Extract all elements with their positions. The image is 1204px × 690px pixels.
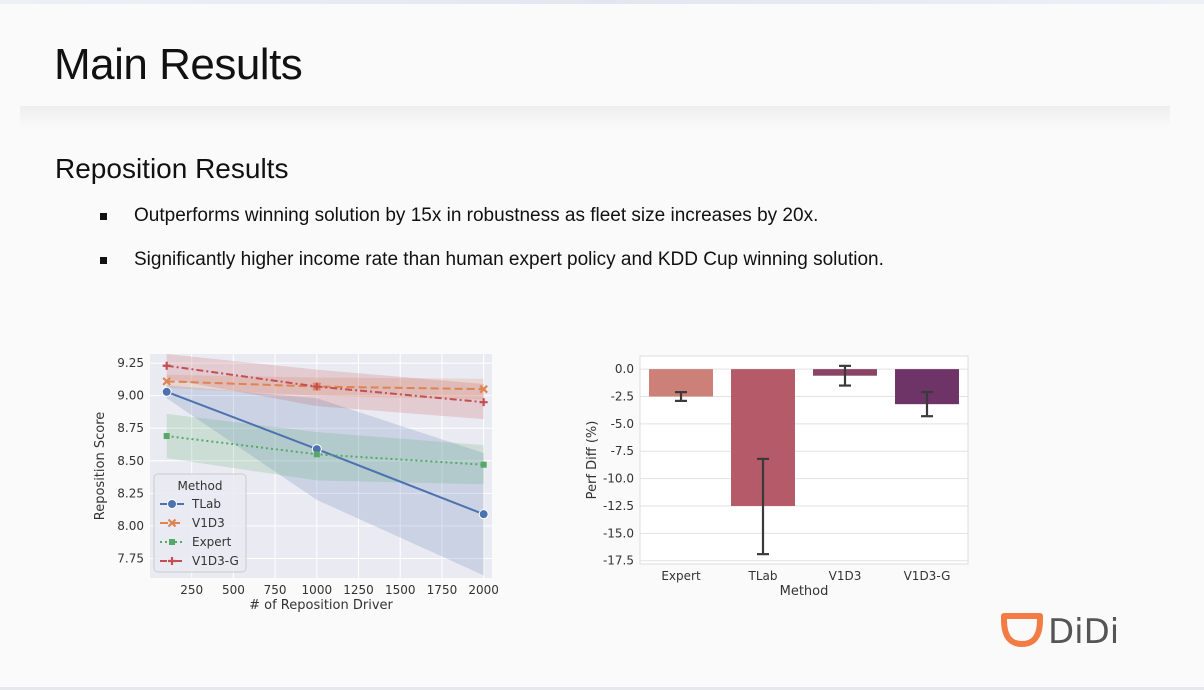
y-tick-label: 8.25	[117, 486, 144, 500]
section-subtitle: Reposition Results	[55, 153, 289, 184]
data-point-tlab	[161, 386, 172, 397]
confidence-band-tlab	[166, 385, 484, 576]
reposition-score-chart: 250 500 750 1000 1250 1500 1750 2000 7.75 8.00 8.2…	[88, 352, 499, 622]
data-point-v1d3	[162, 377, 171, 386]
x-tick-label: 1000	[302, 583, 333, 597]
y-tick-label: 8.00	[117, 519, 144, 533]
legend-box	[153, 473, 247, 573]
y-tick-label: -2.5	[611, 390, 634, 404]
bullet-square-icon	[100, 257, 107, 264]
bullet-item: Significantly higher income rate than hu…	[100, 249, 884, 293]
title-divider	[20, 106, 1170, 128]
y-axis-label: Reposition Score	[93, 412, 108, 520]
legend-title: Method	[177, 479, 222, 493]
x-tick-label: 500	[222, 583, 245, 597]
x-axis-label: Method	[780, 584, 829, 599]
legend-label: TLab	[191, 497, 221, 511]
y-tick-label: 0.0	[615, 362, 634, 376]
confidence-band-expert	[166, 413, 484, 485]
bottom-band	[0, 687, 1204, 690]
legend: Method TLab V1D3 Expert V1D3-G	[153, 473, 247, 573]
x-tick-label: 2000	[468, 583, 498, 597]
y-tick-label: 9.00	[117, 389, 144, 403]
bar-chart-svg: Expert TLab V1D3 V1D3-G 0.0 -2.5 -5.0 -7.5 -10.0…	[585, 355, 969, 599]
bullet-text: Significantly higher income rate than hu…	[134, 249, 884, 270]
data-point-expert	[313, 451, 320, 458]
data-point-v1d3-g	[162, 361, 171, 370]
y-tick-label: 8.50	[117, 454, 144, 468]
data-point-tlab	[478, 509, 489, 520]
x-tick-label: TLab	[748, 569, 778, 583]
y-tick-label: -7.5	[611, 444, 634, 458]
x-tick-label: 1500	[385, 583, 416, 597]
data-point-v1d3	[479, 384, 488, 394]
legend-label: V1D3	[192, 516, 225, 530]
data-point-v1d3-g	[479, 398, 488, 407]
bullet-list: Outperforms winning solution by 15x in r…	[100, 205, 884, 293]
legend-label: V1D3-G	[192, 554, 239, 568]
x-tick-label: 250	[180, 583, 203, 597]
y-tick-label: -12.5	[603, 499, 634, 513]
didi-logo-icon	[1001, 613, 1043, 647]
slide-title: Main Results	[54, 40, 303, 89]
x-tick-label: 750	[264, 583, 287, 597]
y-tick-label: -5.0	[611, 417, 634, 431]
y-tick-label: 8.75	[117, 421, 144, 435]
y-tick-label: -10.0	[603, 472, 634, 486]
didi-logo: DiDi	[1000, 610, 1140, 654]
legend-marker-v1d3	[167, 518, 177, 528]
y-axis-label: Perf Diff (%)	[585, 421, 600, 500]
y-tick-label: 7.75	[117, 551, 144, 565]
x-tick-label: 1250	[343, 583, 374, 597]
x-axis-label: # of Reposition Driver	[249, 598, 393, 613]
top-band	[0, 0, 1204, 4]
y-tick-label: 9.25	[117, 356, 144, 370]
x-tick-label: V1D3-G	[904, 569, 951, 583]
line-chart-svg: 250 500 750 1000 1250 1500 1750 2000 7.75 8.00 8.2…	[93, 354, 499, 613]
y-tick-label: -15.0	[603, 526, 634, 540]
legend-marker-tlab	[167, 499, 177, 509]
legend-label: Expert	[192, 535, 232, 549]
bullet-square-icon	[100, 213, 107, 220]
x-tick-label: 1750	[427, 583, 458, 597]
perf-diff-chart: Expert TLab V1D3 V1D3-G 0.0 -2.5 -5.0 -7.5 -10.0…	[582, 352, 982, 602]
x-tick-label: V1D3	[829, 569, 862, 583]
y-tick-label: -17.5	[603, 554, 634, 568]
legend-marker-expert	[169, 539, 175, 545]
x-tick-label: Expert	[661, 569, 701, 583]
logo-text: DiDi	[1048, 612, 1120, 652]
data-point-expert	[163, 433, 170, 440]
legend-marker-v1d3-g	[168, 557, 176, 565]
bullet-item: Outperforms winning solution by 15x in r…	[100, 205, 884, 249]
data-point-v1d3-g	[312, 382, 321, 391]
bullet-text: Outperforms winning solution by 15x in r…	[134, 205, 819, 226]
data-point-expert	[480, 461, 487, 468]
